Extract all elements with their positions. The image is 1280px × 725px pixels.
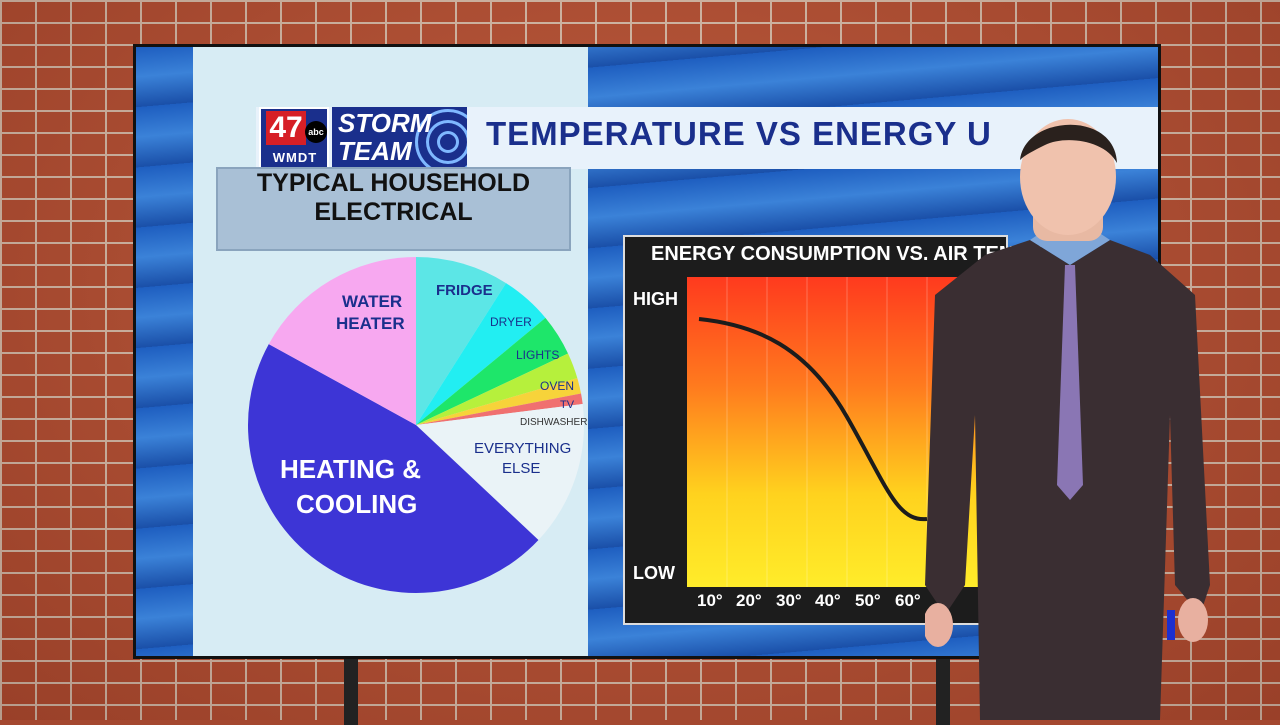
y-label-low: LOW [633, 563, 675, 583]
hair [1020, 124, 1117, 163]
storm-team-line1: STORM [338, 108, 432, 138]
x-tick: 60° [895, 591, 921, 610]
call-sign: WMDT [272, 150, 318, 165]
subtitle-line2: ELECTRICAL [314, 198, 473, 226]
pie-slice [268, 257, 416, 425]
x-tick: 20° [736, 591, 762, 610]
clicker-icon [1167, 610, 1175, 640]
label-heating-2: COOLING [296, 489, 417, 519]
storm-team-logo: STORM TEAM [332, 107, 467, 169]
channel-number: 47 [266, 111, 306, 145]
x-tick: 10° [697, 591, 723, 610]
label-dishwasher: DISHWASHER [520, 417, 587, 428]
label-lights: LIGHTS [516, 348, 559, 362]
pie-slice [416, 283, 546, 425]
pie-slice [416, 317, 569, 425]
pie-subtitle: TYPICAL HOUSEHOLD ELECTRICAL [216, 167, 571, 251]
graphic-title: TEMPERATURE VS ENERGY U [486, 115, 992, 152]
x-tick: 40° [815, 591, 841, 610]
label-dryer: DRYER [490, 315, 532, 329]
tie [1057, 265, 1083, 500]
label-water-heater-1: WATER [342, 292, 402, 311]
radar-icon [415, 109, 467, 169]
screen-stand-right [936, 655, 950, 725]
y-label-high: HIGH [633, 289, 678, 309]
screen-stand-left [344, 655, 358, 725]
label-heating-1: HEATING & [280, 454, 421, 484]
pie-slice [416, 378, 582, 425]
pie-slice [416, 257, 507, 425]
label-everything-else-1: EVERYTHING [474, 440, 571, 457]
energy-curve [698, 317, 928, 522]
label-everything-else-2: ELSE [502, 460, 540, 477]
meteorologist-presenter [923, 115, 1215, 720]
pie-slice [416, 353, 578, 425]
pie-slice [416, 393, 583, 425]
face [1020, 119, 1116, 235]
label-water-heater-2: HEATER [336, 314, 405, 333]
right-hand [1178, 598, 1208, 642]
x-tick: 30° [776, 591, 802, 610]
left-hand [923, 603, 953, 647]
pie-slice [416, 403, 584, 541]
pie-slice [247, 344, 539, 593]
label-fridge: FRIDGE [436, 282, 493, 299]
chart-title: ENERGY CONSUMPTION VS. AIR TEMPE [651, 243, 1043, 265]
label-oven: OVEN [540, 379, 574, 393]
x-tick: 50° [855, 591, 881, 610]
station-logo: 47 abc WMDT [259, 107, 329, 169]
subtitle-line1: TYPICAL HOUSEHOLD [256, 169, 531, 197]
label-tv: TV [560, 399, 575, 411]
storm-team-line2: TEAM [338, 136, 412, 166]
pie-chart: FRIDGE DRYER LIGHTS OVEN TV DISHWASHER E… [244, 253, 589, 598]
network-logo: abc [305, 121, 327, 143]
